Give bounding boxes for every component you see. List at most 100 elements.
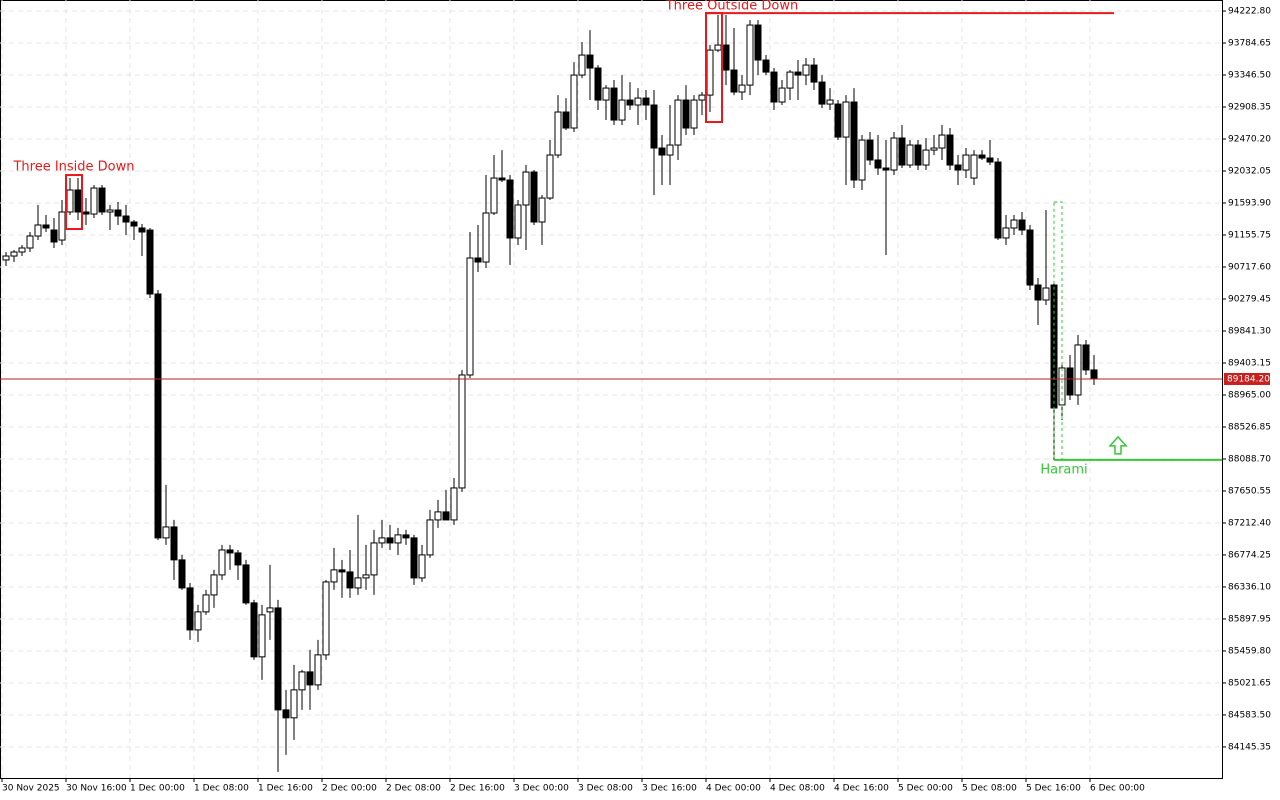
candle-body-up — [266, 607, 274, 613]
x-tick-label: 4 Dec 08:00 — [770, 784, 825, 794]
candle-body-up — [738, 84, 746, 93]
x-tick-label: 3 Dec 00:00 — [514, 784, 569, 794]
candle-body-up — [90, 187, 98, 215]
x-tick-label: 4 Dec 00:00 — [706, 784, 761, 794]
candle-body-down — [114, 209, 122, 217]
candle-body-up — [858, 139, 866, 181]
candle-body-up — [922, 149, 930, 166]
candle-body-up — [314, 654, 322, 686]
pattern-label: Three Inside Down — [12, 160, 134, 175]
candle-body-down — [882, 167, 890, 171]
candle-body-down — [874, 159, 882, 169]
y-tick-label: 85897.95 — [1228, 614, 1271, 624]
candle-body-up — [602, 87, 610, 101]
y-tick-label: 88088.70 — [1228, 454, 1271, 464]
candle-body-up — [458, 374, 466, 489]
candle-body-up — [378, 537, 386, 544]
candle-body-up — [674, 99, 682, 146]
candle-body-up — [354, 577, 362, 589]
y-tick-label: 89841.30 — [1228, 326, 1271, 336]
candle-body-down — [138, 227, 146, 233]
candle-body-down — [794, 71, 802, 76]
candle-body-up — [218, 549, 226, 576]
x-tick-label: 6 Dec 00:00 — [1090, 784, 1145, 794]
y-tick-label: 94222.80 — [1228, 7, 1271, 17]
pattern-box — [1053, 201, 1063, 461]
candle-body-up — [2, 255, 10, 261]
candle-body-up — [666, 144, 674, 156]
candle-body-down — [730, 69, 738, 93]
candle-body-up — [578, 54, 586, 76]
candle-body-down — [154, 293, 162, 539]
candle-body-down — [1026, 229, 1034, 286]
y-tick-label: 87212.40 — [1228, 518, 1271, 528]
candle-body-down — [402, 534, 410, 539]
candle-body-up — [1074, 344, 1082, 396]
candle-body-up — [466, 257, 474, 376]
candle-body-up — [618, 99, 626, 121]
candle-body-down — [50, 229, 58, 243]
candle-body-down — [818, 81, 826, 105]
candle-body-down — [978, 154, 986, 159]
candle-body-up — [714, 44, 722, 51]
candle-body-down — [474, 257, 482, 263]
candle-body-down — [610, 87, 618, 121]
candle-body-down — [866, 139, 874, 161]
candle-body-down — [586, 54, 594, 69]
candle-body-down — [242, 564, 250, 604]
x-tick-label: 2 Dec 16:00 — [450, 784, 505, 794]
candle-body-up — [962, 154, 970, 171]
candle-body-up — [34, 224, 42, 237]
candle-body-up — [194, 611, 202, 631]
candle-body-up — [570, 74, 578, 129]
candle-body-down — [234, 552, 242, 566]
candle-body-up — [930, 147, 938, 151]
candle-body-down — [834, 103, 842, 138]
candle-body-up — [970, 154, 978, 179]
candle-body-down — [338, 569, 346, 573]
candle-body-down — [642, 97, 650, 106]
candle-body-down — [146, 229, 154, 295]
candle-body-up — [514, 204, 522, 239]
pattern-box — [65, 174, 83, 231]
candle-body-up — [66, 189, 74, 213]
pattern-label: Three Outside Down — [665, 0, 799, 14]
candle-body-up — [298, 671, 306, 691]
candle-body-up — [10, 251, 18, 257]
candle-body-up — [1010, 219, 1018, 229]
candle-body-down — [722, 44, 730, 71]
candle-body-down — [914, 144, 922, 166]
current-price-box — [1224, 372, 1270, 385]
x-tick-label: 1 Dec 16:00 — [258, 784, 313, 794]
candle-body-up — [842, 101, 850, 138]
candle-body-up — [826, 99, 834, 105]
candle-body-down — [442, 511, 450, 521]
candle-body-down — [594, 67, 602, 101]
x-tick-label: 1 Dec 00:00 — [130, 784, 185, 794]
x-tick-label: 5 Dec 16:00 — [1026, 784, 1081, 794]
candle-body-down — [562, 111, 570, 129]
y-tick-label: 86774.25 — [1228, 550, 1271, 560]
candle-body-down — [386, 537, 394, 544]
candle-body-down — [994, 161, 1002, 239]
x-tick-label: 5 Dec 00:00 — [898, 784, 953, 794]
y-tick-label: 85021.65 — [1228, 678, 1271, 688]
x-tick-label: 5 Dec 08:00 — [962, 784, 1017, 794]
candle-body-down — [74, 189, 82, 213]
candle-body-down — [122, 215, 130, 223]
y-tick-label: 93784.65 — [1228, 39, 1271, 49]
candle-body-up — [426, 519, 434, 556]
candle-body-down — [498, 177, 506, 181]
candle-body-down — [530, 171, 538, 223]
candle-body-up — [522, 171, 530, 206]
current-price-label: 89184.20 — [1227, 374, 1270, 384]
candle-body-down — [650, 104, 658, 149]
candle-body-up — [1042, 287, 1050, 301]
candle-body-down — [274, 607, 282, 711]
candle-body-down — [946, 134, 954, 166]
candle-body-up — [450, 487, 458, 521]
x-tick-label: 3 Dec 08:00 — [578, 784, 633, 794]
candle-body-up — [370, 542, 378, 576]
x-tick-label: 2 Dec 08:00 — [386, 784, 441, 794]
